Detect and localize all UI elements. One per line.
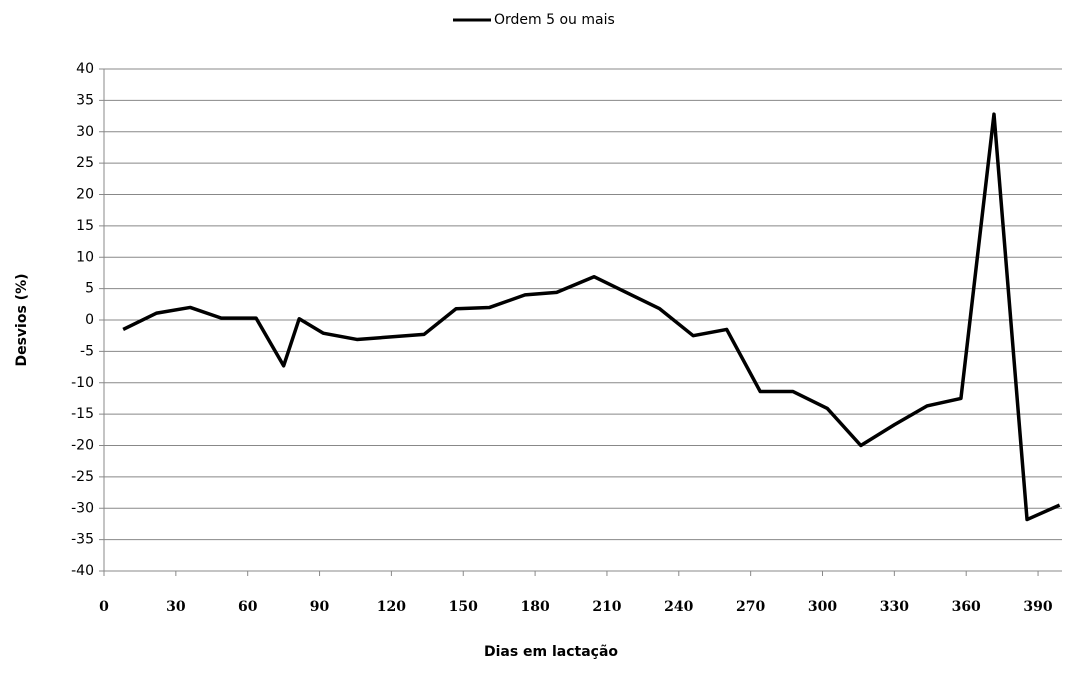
legend-label: Ordem 5 ou mais (494, 12, 615, 28)
x-tick-label: 180 (520, 599, 549, 615)
x-tick-label: 360 (952, 599, 981, 615)
y-axis-label: Desvios (%) (14, 273, 30, 366)
y-tick-label: -5 (80, 343, 94, 359)
y-tick-label: 0 (85, 312, 94, 328)
x-tick-label: 150 (449, 599, 478, 615)
y-tick-label: -40 (71, 563, 94, 579)
y-tick-label: 10 (76, 249, 94, 265)
x-tick-label: 0 (99, 599, 109, 615)
x-tick-label: 330 (880, 599, 909, 615)
y-tick-label: 30 (76, 124, 94, 140)
x-tick-label: 90 (310, 599, 330, 615)
y-tick-label: 5 (85, 281, 94, 297)
y-tick-label: -15 (71, 406, 94, 422)
y-tick-label: 20 (76, 187, 94, 203)
x-tick-label: 120 (377, 599, 406, 615)
line-series (122, 112, 1061, 522)
x-tick-label: 270 (736, 599, 765, 615)
x-tick-label: 210 (592, 599, 621, 615)
y-tick-label: -25 (71, 469, 94, 485)
y-tick-label: 15 (76, 218, 94, 234)
x-tick-label: 390 (1023, 599, 1052, 615)
y-tick-label: -10 (71, 375, 94, 391)
y-tick-label: 35 (76, 92, 94, 108)
y-tick-label: 25 (76, 155, 94, 171)
y-tick-label: 40 (76, 61, 94, 77)
y-tick-label: -35 (71, 532, 94, 548)
y-tick-label: -30 (71, 500, 94, 516)
x-tick-label: 240 (664, 599, 693, 615)
x-axis-label: Dias em lactação (484, 644, 618, 660)
x-tick-label: 300 (808, 599, 837, 615)
x-tick-label: 60 (238, 599, 258, 615)
y-tick-label: -20 (71, 438, 94, 454)
x-tick-label: 30 (166, 599, 186, 615)
